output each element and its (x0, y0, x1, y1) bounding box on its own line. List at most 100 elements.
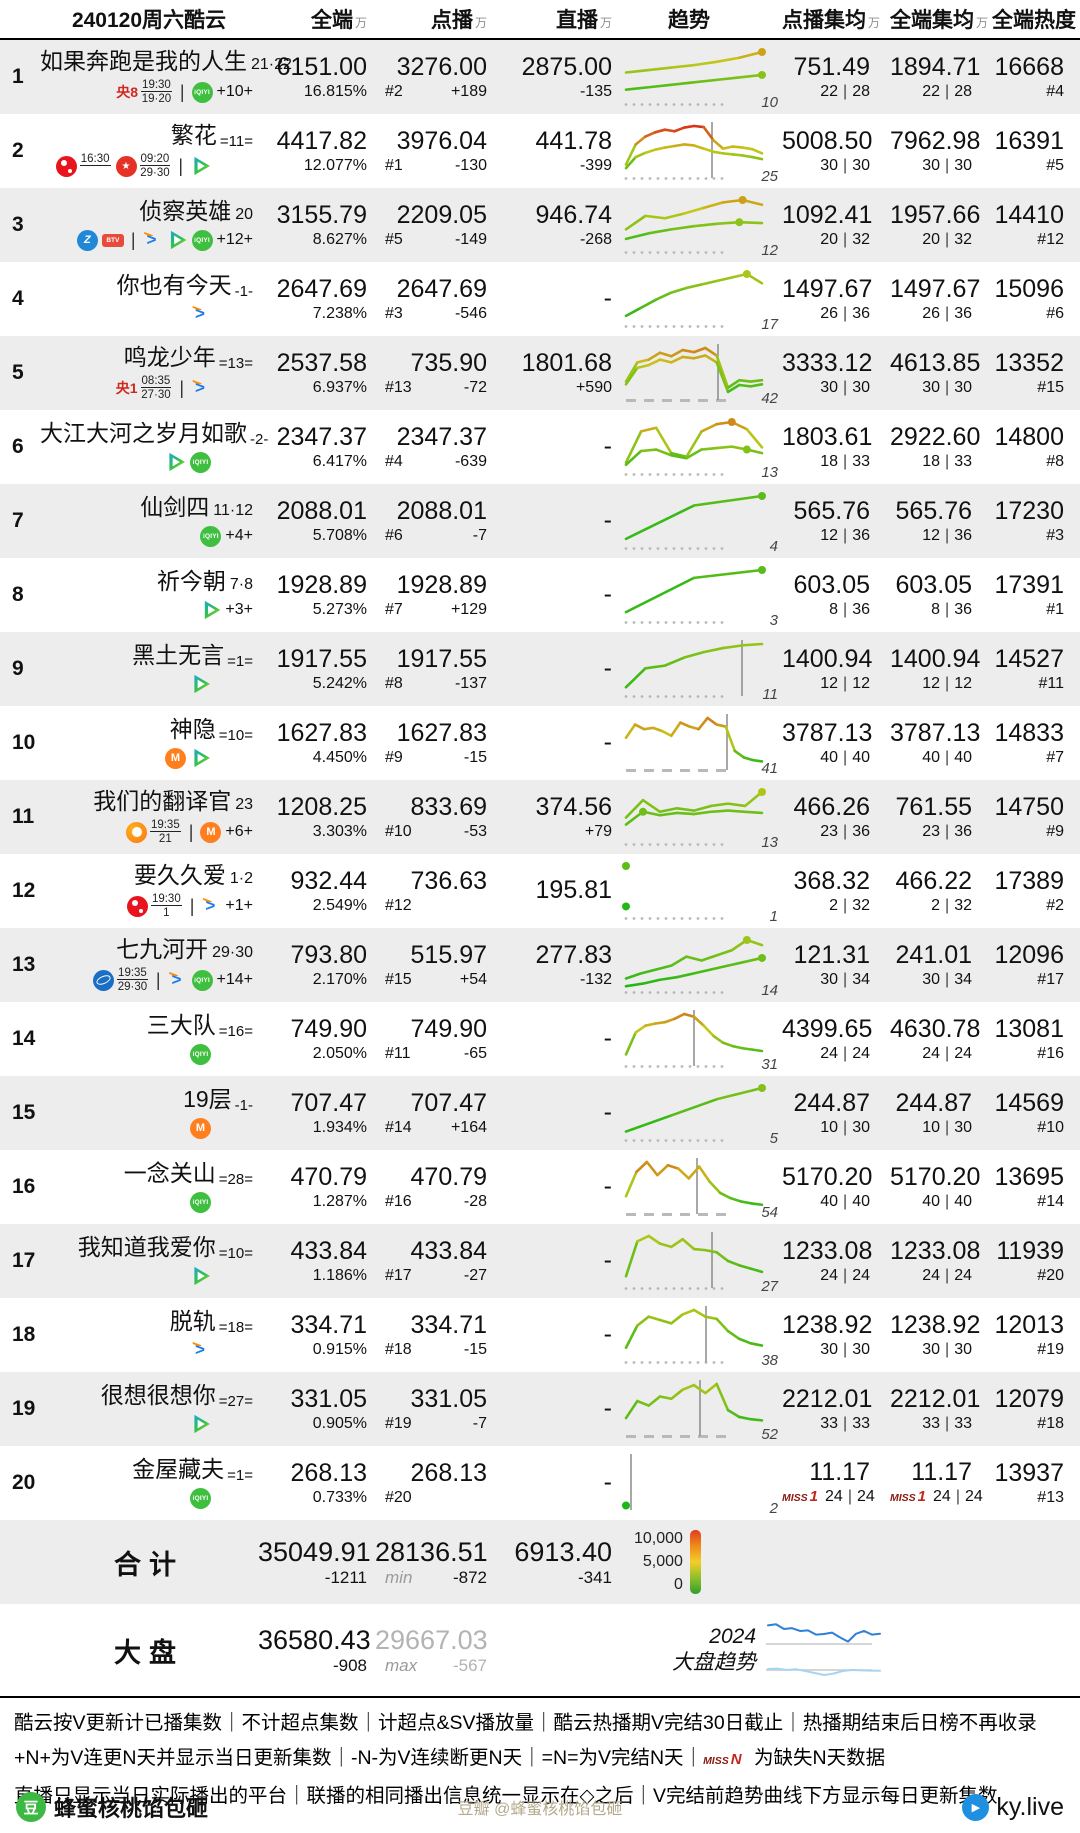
star-tv-icon: ★ (115, 155, 137, 177)
vod-value: 1928.89 (396, 570, 487, 599)
table-row: 11 我们的翻译官 23 19:35 21 | M +6+ 1208.25 3.303% … (0, 780, 1080, 854)
trend-days-label: 13 (761, 834, 778, 851)
vod-avg-cell: 1497.67 26 | 36 (782, 276, 890, 323)
vod-avg-cell: 11.17 MISS 1 24 | 24 (782, 1459, 890, 1507)
trend-days-label: 13 (761, 464, 778, 481)
vod-avg-value: 1092.41 (782, 200, 873, 229)
drama-cell: 脱轨 =18= > > (40, 1309, 258, 1361)
trend-cell: 41 (620, 706, 782, 780)
iqiyi-icon: iQIYI (190, 1487, 211, 1509)
platform-list: > > (40, 301, 253, 325)
heat-cell: 13695 #14 (992, 1164, 1080, 1211)
kyliv-play-icon: ▶ (962, 1793, 990, 1821)
total-cell: 331.05 0.905% (258, 1386, 375, 1433)
live-cell: - (495, 507, 620, 536)
total-value: 793.80 (290, 940, 367, 969)
youku-icon: > > (143, 227, 157, 249)
vod-cell: 268.13 #20 (375, 1460, 495, 1507)
rank-number: 6 (12, 435, 24, 458)
tencent-video-icon (190, 156, 211, 177)
live-value: 374.56 (535, 792, 612, 821)
platform-list: M (40, 1117, 253, 1139)
vod-rank: #13 (385, 378, 412, 396)
group-divider: | (155, 969, 161, 990)
vod-value: 2088.01 (396, 496, 487, 525)
vod-value: 2647.69 (396, 274, 487, 303)
trend-days-label: 4 (769, 538, 778, 555)
total-share: 6.937% (312, 378, 367, 396)
broadcaster-chip: 央1 08:35 27·30 (116, 375, 173, 401)
heat-rank: #11 (1038, 674, 1064, 692)
broadcast-schedule: 16:30 (79, 153, 111, 166)
broadcast-schedule: 19:30 1 (150, 893, 182, 919)
episode-note: 20 (235, 206, 253, 223)
vod-rank: #4 (385, 452, 403, 470)
broadcast-schedule: 19:35 21 (149, 819, 181, 845)
live-value: - (603, 1097, 612, 1126)
trend-days-label: 54 (761, 1204, 778, 1221)
live-value: 277.83 (535, 940, 612, 969)
total-value: 707.47 (290, 1088, 367, 1117)
drama-cell: 黑土无言 =1= (40, 643, 258, 695)
heat-value: 15096 (994, 274, 1064, 303)
trend-sparkline (624, 566, 766, 624)
market-trend-label: 2024 大盘趋势 (672, 1625, 756, 1674)
source-site: ▶ ky.live (962, 1793, 1064, 1822)
trend-days-label: 17 (761, 316, 778, 333)
live-cell: 1801.68 +590 (495, 350, 620, 397)
rank-number: 16 (12, 1175, 36, 1198)
heat-rank: #8 (1046, 452, 1064, 470)
broadcast-schedule: 09:20 29·30 (139, 153, 171, 179)
trend-cell: 52 (620, 1372, 782, 1446)
vod-avg-episodes: 40 | 40 (820, 1192, 870, 1210)
drama-title: 19层 (183, 1086, 232, 1112)
table-row: 5 鸣龙少年 =13= 央1 08:35 27·30 | > > 2537.58 6.937… (0, 336, 1080, 410)
vod-delta: -7 (472, 1414, 487, 1432)
vod-avg-value: 565.76 (793, 496, 870, 525)
vod-delta: -137 (454, 674, 487, 692)
trend-sparkline (624, 1084, 766, 1142)
table-row: 2 繁花 =11= 16:30 ★ 09:20 29·30 | 4417.82 12.07… (0, 114, 1080, 188)
total-avg-episodes: 24 | 24 (922, 1044, 972, 1062)
table-row: 10 神隐 =10= M 1627.83 4.450% 1627.83 #9 -15… (0, 706, 1080, 780)
market-total: 36580.43 -908 (258, 1624, 371, 1675)
vod-value: 1627.83 (396, 718, 487, 747)
watermark: 豆瓣 @蜂蜜核桃馅包砸 (457, 1801, 623, 1818)
vod-avg-value: 244.87 (793, 1088, 870, 1117)
vod-avg-cell: 565.76 12 | 36 (782, 498, 890, 545)
total-cell: 1928.89 5.273% (258, 572, 375, 619)
unit-label: 万 (599, 16, 612, 30)
rank-number: 11 (12, 805, 35, 828)
heat-rank: #12 (1037, 230, 1064, 248)
trend-cell: 13 (620, 780, 782, 854)
total-cell: 2088.01 5.708% (258, 498, 375, 545)
rank-number: 12 (12, 879, 36, 902)
total-value: 268.13 (290, 1458, 367, 1487)
tencent-video-icon (190, 674, 211, 695)
drama-cell: 侦察英雄 20 Z BTV | > > iQIYI +12+ (40, 199, 258, 251)
live-value: - (603, 431, 612, 460)
heat-cell: 17389 #2 (992, 868, 1080, 915)
rank-number: 4 (12, 287, 24, 310)
tencent-video-icon (190, 748, 211, 769)
live-cell: 946.74 -268 (495, 202, 620, 249)
live-cell: - (495, 285, 620, 314)
total-avg-episodes: 30 | 30 (922, 156, 972, 174)
broadcaster-chip: 16:30 (55, 153, 112, 179)
vod-cell: 433.84 #17 -27 (375, 1238, 495, 1285)
platform-list: iQIYI (40, 1487, 253, 1509)
vod-value: 749.90 (410, 1014, 487, 1043)
total-value: 2537.58 (276, 348, 367, 377)
total-value: 1208.25 (276, 792, 367, 821)
heat-cell: 14527 #11 (992, 646, 1080, 693)
heat-rank: #17 (1037, 970, 1064, 988)
mango-tv-icon: M (165, 747, 186, 769)
live-value: - (603, 1245, 612, 1274)
broadcast-schedule: 19:35 29·30 (117, 967, 148, 993)
broadcast-schedule: 08:35 27·30 (140, 375, 172, 401)
youku-icon: > > (192, 301, 205, 323)
total-avg-episodes: 40 | 40 (922, 1192, 972, 1210)
live-value: 946.74 (535, 200, 612, 229)
total-avg-cell: 603.05 8 | 36 (890, 572, 992, 619)
mango-tv-icon: M (190, 1117, 211, 1139)
